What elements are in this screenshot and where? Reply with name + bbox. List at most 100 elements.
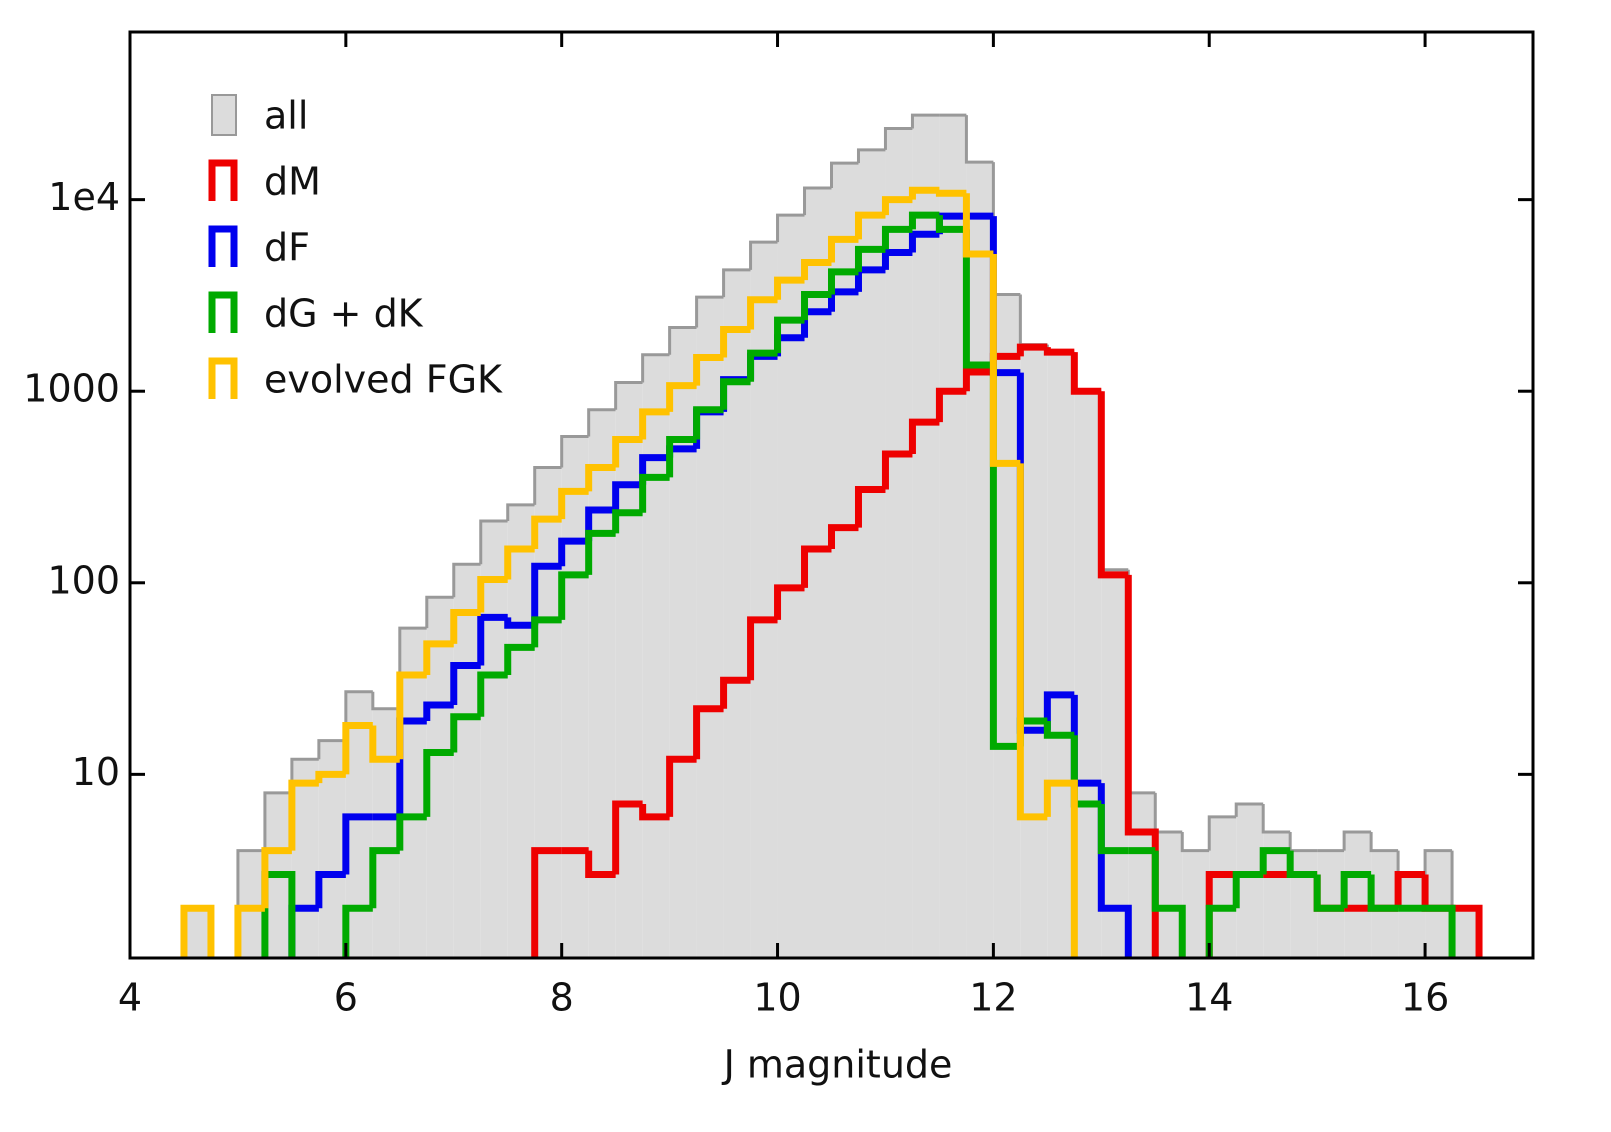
hist-step [720, 378, 751, 410]
hist-step [1180, 832, 1210, 853]
hist-step [612, 435, 643, 468]
hist-step [801, 258, 832, 281]
hist-step [639, 473, 670, 513]
y-tick-label: 1000 [23, 367, 120, 411]
hist-step [854, 211, 886, 240]
hist-bar [1425, 850, 1453, 958]
hist-step [908, 211, 940, 230]
hist-step [315, 871, 346, 909]
hist-step [477, 671, 508, 717]
hist-bar [183, 908, 211, 958]
hist-bar [237, 850, 265, 958]
hist-step [450, 713, 481, 753]
hist-step [506, 503, 535, 522]
hist-step [1425, 904, 1456, 958]
hist-step [1369, 832, 1399, 853]
hist-step [180, 904, 215, 958]
hist-step [531, 562, 562, 626]
hist-step [935, 387, 967, 423]
hist-bar [1182, 850, 1210, 958]
hist-step [612, 481, 643, 510]
x-tick-label: 10 [753, 976, 801, 1020]
hist-step [1070, 352, 1102, 395]
hist-step [423, 749, 454, 817]
legend-swatch [208, 225, 238, 267]
hist-step [828, 268, 859, 295]
hist-step [749, 240, 778, 270]
legend-label: all [264, 94, 308, 138]
hist-bar [966, 162, 994, 958]
hist-step [342, 721, 373, 775]
hist-step [854, 245, 886, 272]
hist-step [1043, 779, 1078, 958]
hist-step [479, 519, 508, 565]
hist-step [234, 904, 265, 958]
legend-label: dM [264, 160, 321, 204]
hist-step [1018, 294, 1048, 347]
hist-bar [372, 708, 400, 958]
hist-bar [561, 436, 589, 958]
hist-bar [1128, 792, 1156, 958]
hist-bar [1074, 391, 1102, 959]
x-tick-label: 14 [1185, 976, 1233, 1020]
hist-step [425, 595, 454, 629]
hist-bar [831, 163, 859, 958]
hist-step [801, 545, 832, 588]
hist-step [693, 406, 724, 440]
hist-step [612, 509, 643, 534]
legend-item: dF [208, 225, 310, 270]
hist-step [856, 148, 886, 164]
hist-step [1396, 850, 1426, 877]
hist-step [450, 608, 481, 644]
hist-step [776, 213, 805, 243]
legend-swatch [208, 291, 238, 333]
hist-step [774, 316, 805, 354]
hist-step [1452, 904, 1483, 958]
hist-step [881, 248, 913, 270]
hist-step [1151, 850, 1186, 958]
hist-step [883, 127, 913, 150]
hist-step [666, 382, 697, 412]
hist-step [1367, 874, 1399, 912]
legend-item: dG + dK [208, 291, 424, 336]
hist-step [585, 850, 616, 879]
hist-bar [534, 467, 562, 958]
y-tick-label: 10 [72, 750, 120, 794]
hist-step [1097, 804, 1129, 855]
hist-step [558, 571, 589, 620]
hist-step [881, 225, 913, 250]
hist-step [747, 349, 778, 382]
hist-bar [696, 297, 724, 959]
hist-bar [1344, 832, 1372, 958]
x-tick-label: 12 [969, 976, 1017, 1020]
hist-step [722, 268, 751, 298]
hist-step [263, 791, 292, 851]
hist-bar [1209, 816, 1237, 958]
hist-step [774, 584, 805, 620]
hist-step [1207, 815, 1237, 851]
hist-step [908, 418, 940, 455]
hist-bar [1236, 804, 1264, 958]
hist-step [371, 691, 400, 711]
hist-step [668, 326, 697, 355]
hist-step [991, 162, 1021, 296]
hist-bar [669, 327, 697, 958]
hist-step [693, 705, 724, 760]
x-tick-label: 8 [550, 976, 574, 1020]
hist-step [504, 643, 535, 676]
hist-step [261, 871, 296, 958]
hist-step [803, 186, 832, 216]
hist-bar [750, 242, 778, 959]
legend-item: evolved FGK [208, 357, 503, 402]
hist-step [693, 353, 724, 386]
hist-step [720, 325, 751, 358]
hist-step [1261, 804, 1291, 834]
x-tick-label: 16 [1401, 976, 1449, 1020]
hist-step [477, 576, 508, 613]
hist-step [962, 229, 994, 369]
hist-step [639, 804, 670, 821]
hist-step [747, 296, 778, 330]
hist-bar [912, 115, 940, 958]
hist-bar [804, 188, 832, 958]
hist-step [828, 524, 859, 550]
